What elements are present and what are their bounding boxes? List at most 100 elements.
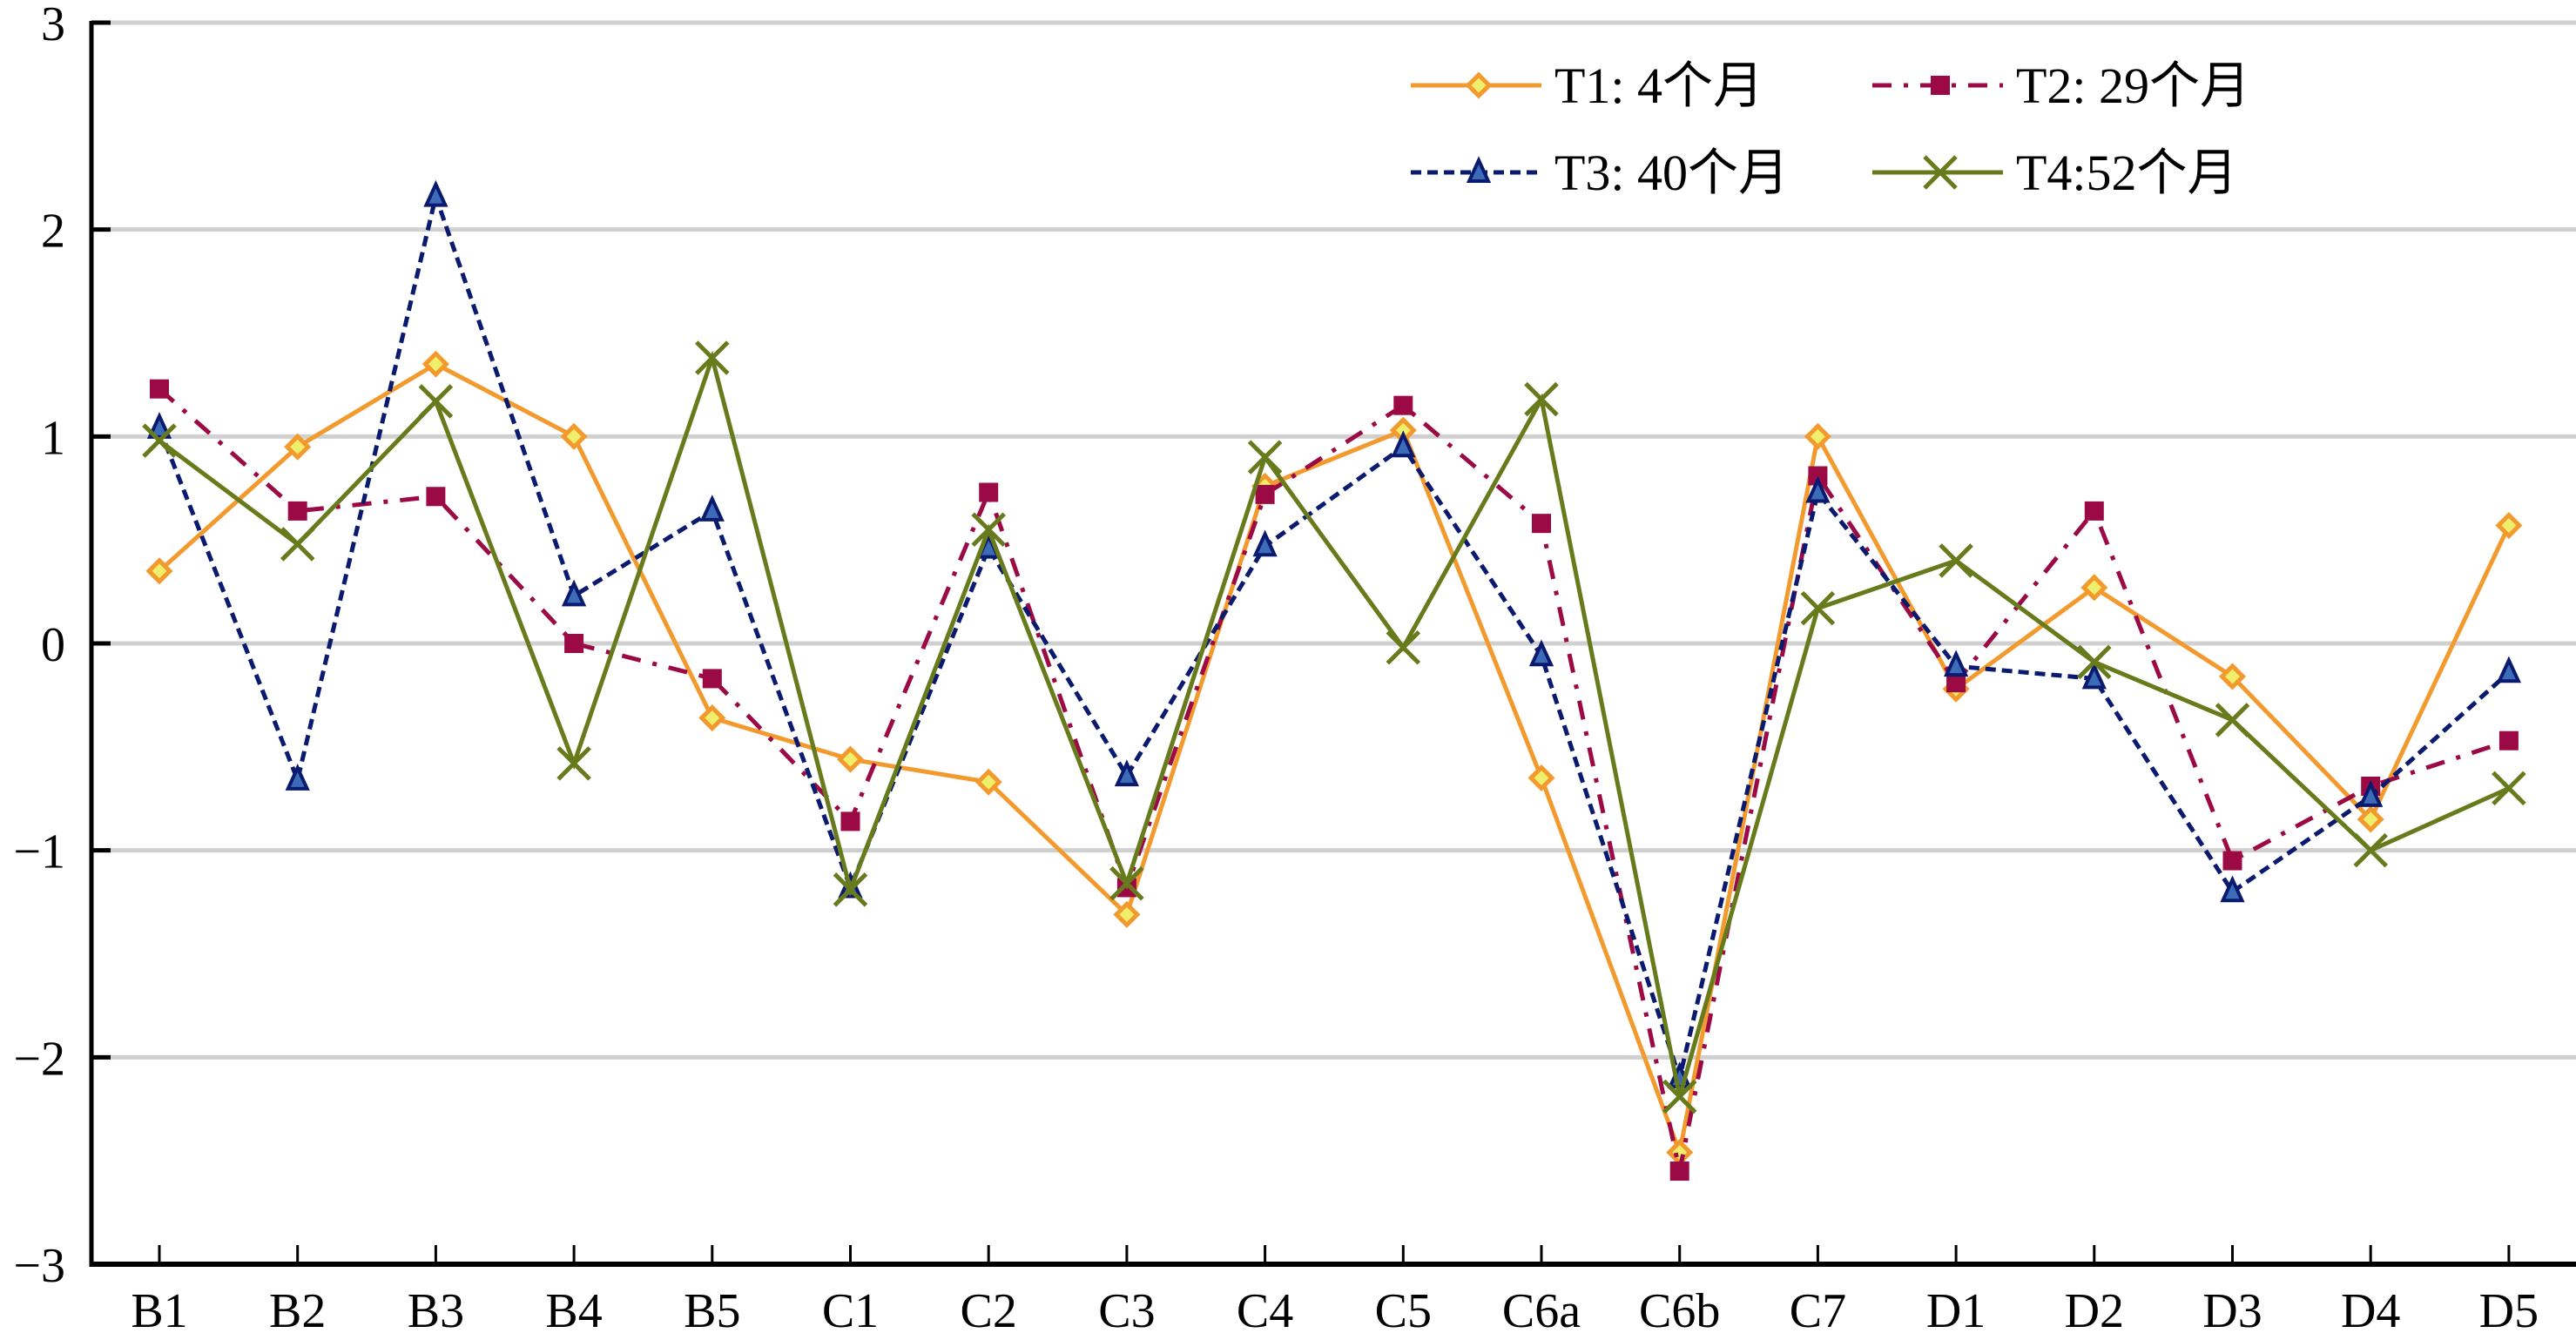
x-tick-label: B1: [131, 1284, 187, 1333]
data-point: [1800, 590, 1836, 626]
x-tick-label: C2: [961, 1284, 1017, 1333]
legend-item-3: T3: 40个月: [1411, 145, 1789, 201]
data-point: [1527, 764, 1555, 792]
data-point: [284, 433, 312, 461]
y-tick-label: 3: [41, 0, 65, 51]
y-tick-label: −1: [13, 825, 65, 879]
legend-label: T2: 29个月: [2016, 57, 2250, 114]
data-point: [145, 557, 173, 585]
data-point: [971, 512, 1006, 548]
data-point: [699, 495, 725, 522]
data-point: [564, 634, 584, 653]
legend-item-2: T2: 29个月: [1872, 57, 2250, 114]
data-point: [285, 764, 310, 791]
data-point: [695, 340, 730, 375]
series-2: [150, 379, 2519, 1182]
x-tick-label: D2: [2065, 1284, 2124, 1333]
data-point: [556, 746, 591, 781]
x-tick-label: D1: [1926, 1284, 1986, 1333]
legend-label: T1: 4个月: [1554, 57, 1763, 114]
data-point: [974, 768, 1002, 796]
series-line-4: [158, 350, 2510, 1098]
data-point: [2218, 663, 2247, 690]
data-point: [1247, 440, 1283, 475]
data-point: [1946, 673, 1966, 693]
data-point: [2495, 511, 2523, 540]
data-point: [1528, 639, 1554, 667]
series-1: [145, 350, 2523, 1167]
y-axis-ticks: 3 2 1 0 −1 −2 −3: [13, 0, 111, 1293]
data-point: [1391, 430, 1416, 458]
data-point: [1805, 475, 1831, 503]
data-point: [1255, 484, 1275, 504]
data-point: [836, 745, 865, 773]
legend-label: T3: 40个月: [1554, 145, 1789, 201]
x-tick-label: C3: [1098, 1284, 1155, 1333]
data-point: [1943, 650, 1969, 677]
data-point: [423, 179, 448, 207]
data-point: [1386, 629, 1421, 665]
legend-item-4: T4:52个月: [1872, 145, 2238, 201]
data-point: [833, 872, 868, 907]
x-tick-label: B4: [545, 1284, 602, 1333]
x-tick-label: C7: [1790, 1284, 1846, 1333]
data-point: [698, 704, 726, 732]
data-point: [150, 379, 169, 399]
data-point: [426, 487, 446, 507]
data-point: [2358, 780, 2384, 807]
x-tick-label: B3: [408, 1284, 464, 1333]
x-tick-label: C5: [1375, 1284, 1432, 1333]
data-point: [1669, 1161, 1689, 1182]
data-point: [1532, 514, 1551, 534]
legend-marker: [1931, 76, 1950, 95]
y-tick-label: −2: [13, 1032, 65, 1086]
series-group: [142, 179, 2526, 1182]
y-tick-label: 2: [41, 205, 65, 259]
y-tick-label: 1: [41, 411, 65, 465]
data-point: [840, 811, 860, 831]
data-point: [1114, 759, 1140, 787]
data-point: [287, 501, 307, 521]
data-point: [1524, 381, 1559, 417]
data-point: [560, 422, 588, 450]
x-tick-label: C1: [822, 1284, 879, 1333]
series-line-3: [157, 188, 2511, 1087]
data-point: [2220, 875, 2245, 903]
data-point: [2357, 805, 2384, 833]
x-tick-label: B5: [684, 1284, 740, 1333]
x-tick-label: C6a: [1502, 1284, 1581, 1333]
data-point: [1666, 1139, 1694, 1167]
data-point: [142, 423, 177, 458]
data-point: [418, 384, 454, 419]
data-point: [2222, 851, 2242, 871]
legend-marker: [1923, 155, 1958, 190]
legend-item-1: T1: 4个月: [1411, 57, 1763, 114]
data-point: [1662, 1079, 1697, 1114]
data-point: [979, 482, 999, 502]
data-point: [2077, 644, 2112, 680]
gridlines: [91, 20, 2576, 1060]
data-point: [280, 527, 315, 562]
legend-marker: [1465, 71, 1493, 99]
data-point: [1804, 422, 1831, 450]
series-3: [146, 179, 2522, 1089]
data-point: [421, 350, 449, 378]
data-point: [1939, 543, 1973, 578]
data-point: [2215, 703, 2250, 737]
data-point: [1393, 395, 1413, 415]
data-point: [2496, 656, 2522, 683]
data-point: [2498, 730, 2519, 751]
data-point: [561, 579, 587, 607]
legend-label: T4:52个月: [2016, 145, 2238, 201]
x-tick-label: D4: [2341, 1284, 2400, 1333]
data-point: [702, 669, 722, 689]
series-line-1: [158, 361, 2512, 1161]
data-point: [2080, 574, 2108, 602]
x-axis-ticks: B1 B2 B3 B4 B5 C1 C2 C3 C4 C5 C6a C6b C7 D1 D2 D3 D4 D5: [131, 1245, 2539, 1333]
y-tick-label: 0: [41, 618, 65, 672]
y-tick-label: −3: [13, 1239, 65, 1293]
data-point: [146, 412, 172, 439]
data-point: [2081, 662, 2107, 690]
x-tick-label: D5: [2479, 1284, 2539, 1333]
